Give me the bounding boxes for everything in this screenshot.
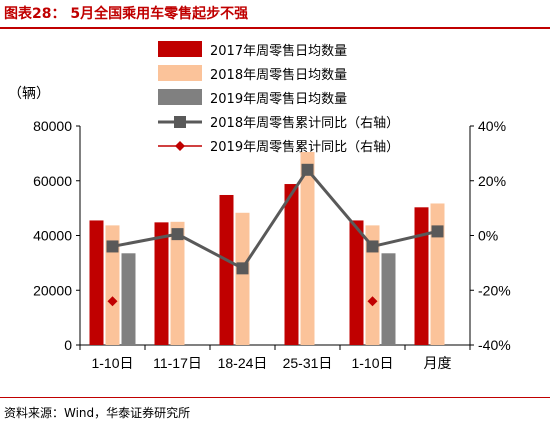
marker-2018 (431, 225, 444, 238)
legend-label: 2018年周零售累计同比（右轴） (210, 115, 399, 131)
y2-tick-label: 20% (478, 173, 506, 189)
bar (89, 220, 104, 345)
legend: 2017年周零售日均数量 2018年周零售日均数量 2019年周零售日均数量 2018… (158, 41, 399, 155)
legend-swatch (158, 41, 202, 57)
title-bar: 图表28： 5月全国乘用车零售起步不强 (0, 0, 550, 26)
lines (106, 163, 444, 307)
title-rule (0, 27, 550, 29)
y2-tick-label: 40% (478, 118, 506, 134)
marker-2018 (236, 262, 249, 275)
bar (219, 194, 234, 345)
source-note: 资料来源：Wind，华泰证券研究所 (4, 406, 191, 420)
bar (170, 221, 185, 345)
bars (89, 152, 445, 345)
line-2018 (112, 167, 438, 271)
bar (349, 220, 364, 345)
x-tick-label: 1-10日 (91, 355, 133, 371)
marker-2018 (366, 240, 379, 253)
bar (121, 253, 136, 345)
y-axis-label: （辆） (8, 85, 50, 101)
legend-label: 2017年周零售日均数量 (210, 43, 347, 59)
x-tick-label: 月度 (424, 355, 452, 371)
marker-2018 (106, 240, 119, 253)
marker-2019 (367, 296, 378, 307)
legend-swatch (158, 65, 202, 81)
y2-tick-label: -40% (478, 337, 511, 353)
legend-label: 2018年周零售日均数量 (210, 67, 347, 83)
chart: 2017年周零售日均数量 2018年周零售日均数量 2019年周零售日均数量 2018… (8, 41, 511, 371)
marker-2018 (171, 228, 184, 241)
legend-swatch (158, 89, 202, 105)
chart-title: 图表28： 5月全国乘用车零售起步不强 (4, 6, 249, 22)
bar (414, 207, 429, 345)
y-tick-label: 40000 (33, 228, 72, 244)
tick-labels: 0 20000 40000 60000 80000 -40% -20% 0% 20% 40% 1-1… (33, 118, 511, 371)
bar (381, 253, 396, 345)
y-tick-label: 80000 (33, 118, 72, 134)
legend-swatch-marker (175, 141, 185, 151)
y-tick-label: 0 (64, 337, 72, 353)
bar (235, 212, 250, 345)
bar (365, 225, 380, 345)
y-tick-label: 60000 (33, 173, 72, 189)
bar (105, 225, 120, 345)
y-tick-label: 20000 (33, 282, 72, 298)
axes (76, 125, 474, 350)
bar (430, 203, 445, 345)
y2-tick-label: -20% (478, 282, 511, 298)
x-tick-label: 1-10日 (351, 355, 393, 371)
bottom-rule (0, 397, 550, 398)
legend-label: 2019年周零售日均数量 (210, 91, 347, 107)
bar (154, 222, 169, 345)
y2-tick-label: 0% (478, 228, 498, 244)
bar (300, 152, 315, 345)
legend-swatch-marker (174, 116, 186, 128)
marker-2019 (107, 296, 118, 307)
bar (284, 184, 299, 345)
legend-label: 2019年周零售累计同比（右轴） (210, 139, 399, 155)
x-tick-label: 25-31日 (283, 355, 333, 371)
marker-2018 (301, 163, 314, 176)
x-tick-label: 18-24日 (218, 355, 268, 371)
x-tick-label: 11-17日 (153, 355, 202, 371)
